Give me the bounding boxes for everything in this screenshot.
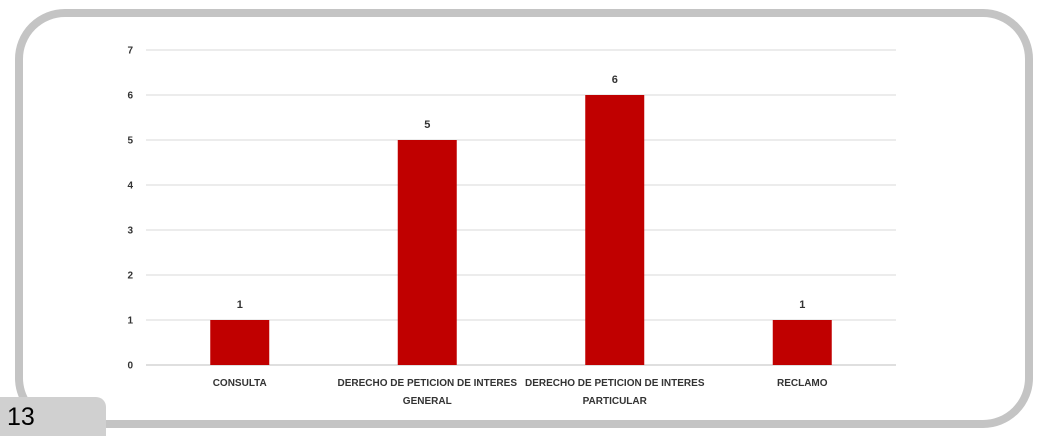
x-category-label: DERECHO DE PETICION DE INTERES — [338, 378, 518, 389]
data-label: 5 — [424, 119, 430, 131]
x-category-label: GENERAL — [403, 396, 452, 407]
bar — [585, 95, 645, 365]
y-tick-label: 4 — [127, 181, 133, 192]
x-axis-categories: CONSULTA DERECHO DE PETICION DE INTERES GE… — [213, 378, 828, 407]
y-tick-label: 1 — [127, 316, 133, 327]
x-category-label: PARTICULAR — [583, 396, 648, 407]
bars — [210, 95, 832, 365]
x-category-label: DERECHO DE PETICION DE INTERES — [525, 378, 705, 389]
x-category-label: RECLAMO — [777, 378, 828, 389]
y-tick-label: 5 — [127, 136, 133, 147]
y-axis-ticks: 0 1 2 3 4 5 6 7 — [127, 46, 133, 372]
y-tick-label: 0 — [127, 361, 133, 372]
data-label: 1 — [237, 299, 243, 311]
y-tick-label: 3 — [127, 226, 133, 237]
grid-lines — [146, 49, 896, 366]
y-tick-label: 2 — [127, 271, 133, 282]
page-number: 13 — [7, 403, 35, 431]
y-tick-label: 7 — [127, 46, 133, 57]
bar — [397, 140, 457, 365]
bar — [210, 320, 270, 365]
data-label: 6 — [612, 74, 618, 86]
x-category-label: CONSULTA — [213, 378, 267, 389]
chart-frame — [15, 9, 1033, 428]
page-number-tab: 13 — [0, 397, 106, 436]
bar — [772, 320, 832, 365]
y-tick-label: 6 — [127, 91, 133, 102]
data-label: 1 — [799, 299, 805, 311]
